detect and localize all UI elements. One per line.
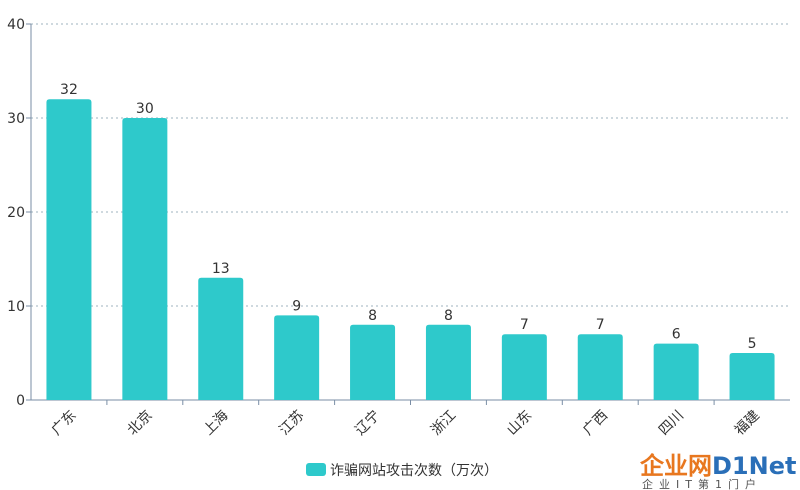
data-labels: 32 30 13 9 8 8 7 7 6 5 bbox=[60, 82, 756, 352]
data-label: 6 bbox=[672, 327, 681, 343]
data-label: 7 bbox=[596, 317, 605, 333]
y-tick-label: 40 bbox=[7, 17, 25, 33]
bar[interactable] bbox=[350, 324, 396, 400]
x-tick-label: 山东 bbox=[504, 408, 535, 439]
y-tick-label: 20 bbox=[7, 205, 25, 221]
x-axis-ticks: 广东 北京 上海 江苏 辽宁 浙江 山东 广西 四川 福建 bbox=[49, 400, 763, 439]
watermark-tagline: 企业IT第1门户 bbox=[642, 477, 762, 490]
x-tick-label: 广西 bbox=[580, 408, 611, 439]
x-tick-label: 辽宁 bbox=[352, 407, 384, 439]
x-tick-label: 广东 bbox=[49, 408, 80, 439]
bar[interactable] bbox=[46, 99, 92, 400]
watermark-brand-cn: 企业网 bbox=[640, 452, 712, 480]
data-label: 5 bbox=[748, 336, 757, 352]
x-tick-label: 上海 bbox=[200, 408, 231, 439]
legend-label: 诈骗网站攻击次数（万次） bbox=[330, 463, 498, 479]
data-label: 8 bbox=[368, 308, 377, 324]
watermark-brand-en: D1Net bbox=[712, 452, 796, 480]
bar[interactable] bbox=[729, 353, 775, 400]
bars bbox=[46, 99, 775, 400]
x-tick-label: 四川 bbox=[656, 408, 687, 439]
data-label: 30 bbox=[136, 101, 154, 117]
bar[interactable] bbox=[122, 118, 168, 400]
x-tick-label: 北京 bbox=[125, 408, 156, 439]
x-tick-label: 浙江 bbox=[428, 408, 459, 439]
y-axis-ticks: 0 10 20 30 40 bbox=[7, 17, 31, 409]
data-label: 32 bbox=[60, 82, 78, 98]
bar[interactable] bbox=[425, 324, 471, 400]
data-label: 9 bbox=[292, 298, 301, 314]
y-tick-label: 30 bbox=[7, 111, 25, 127]
data-label: 13 bbox=[212, 261, 230, 277]
bar[interactable] bbox=[501, 334, 547, 400]
data-label: 7 bbox=[520, 317, 529, 333]
bar[interactable] bbox=[577, 334, 623, 400]
data-label: 8 bbox=[444, 308, 453, 324]
legend-swatch bbox=[306, 463, 326, 476]
watermark-logo: 企业网 D1Net 企业IT第1门户 bbox=[640, 452, 796, 490]
legend[interactable]: 诈骗网站攻击次数（万次） bbox=[306, 463, 498, 479]
bar[interactable] bbox=[198, 277, 244, 400]
bar[interactable] bbox=[274, 315, 320, 400]
y-tick-label: 10 bbox=[7, 299, 25, 315]
bar[interactable] bbox=[653, 343, 699, 400]
x-tick-label: 福建 bbox=[732, 408, 763, 439]
y-tick-label: 0 bbox=[16, 393, 25, 409]
x-tick-label: 江苏 bbox=[276, 408, 307, 439]
